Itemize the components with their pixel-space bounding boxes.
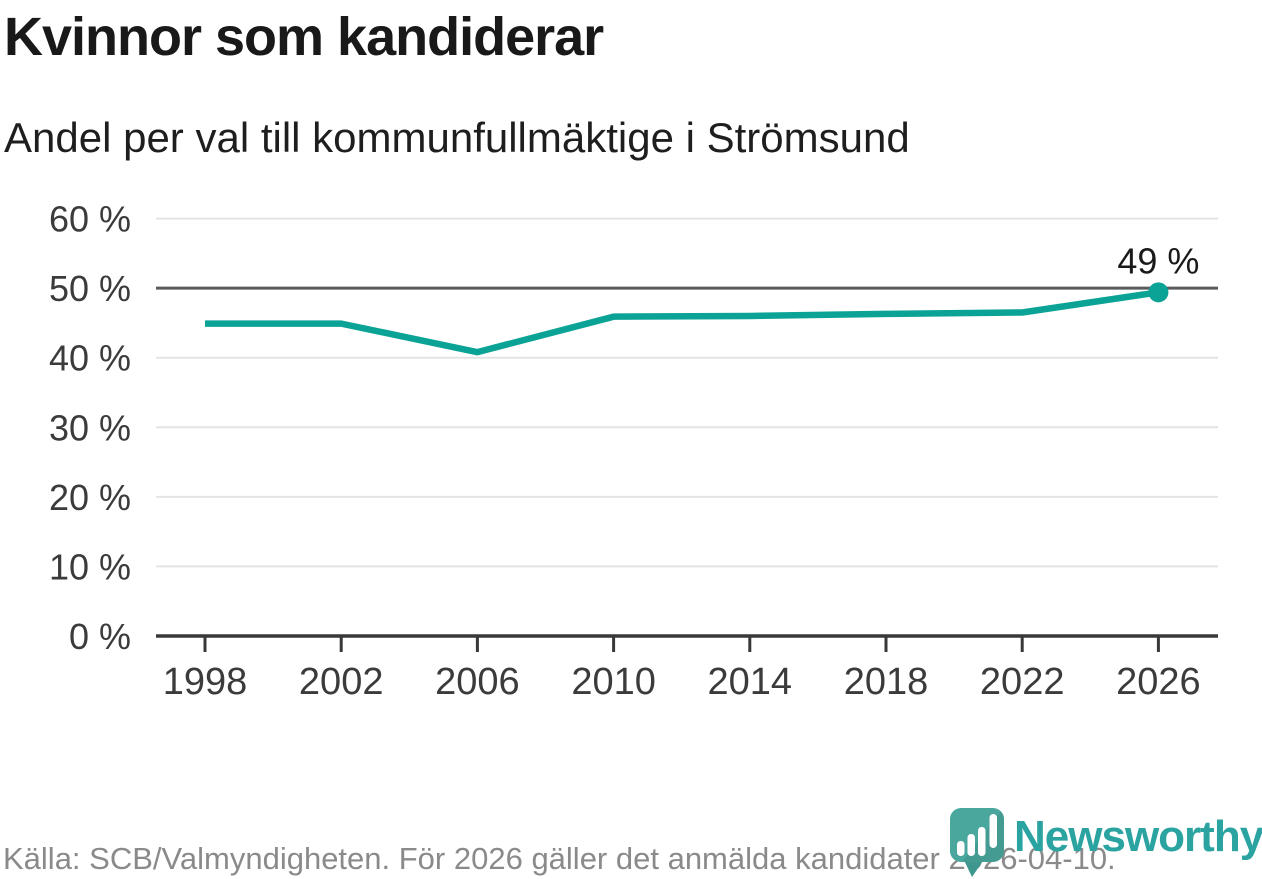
- y-axis-tick-label: 20 %: [49, 477, 131, 518]
- newsworthy-speech-bubble-barchart-icon: [950, 808, 1004, 877]
- x-axis-tick-label: 2002: [299, 661, 384, 703]
- data-line: [205, 289, 1159, 356]
- x-axis-tick-label: 2018: [844, 661, 929, 703]
- end-point-marker: [1148, 282, 1169, 303]
- x-axis-tick-label: 2010: [571, 661, 656, 703]
- y-axis-tick-label: 60 %: [49, 199, 131, 240]
- newsworthy-logo: Newsworthy: [948, 806, 1262, 878]
- chart-title: Kvinnor som kandiderar: [4, 7, 604, 67]
- x-axis-tick-label: 2026: [1116, 661, 1201, 703]
- source-attribution: Källa: SCB/Valmyndigheten. För 2026 gäll…: [3, 841, 1116, 876]
- y-axis-tick-label: 50 %: [49, 268, 131, 309]
- x-axis-tick-label: 2006: [435, 661, 520, 703]
- line-chart: 0 % 10 % 20 % 30 % 40 % 50 % 60 % 49 % 1998 2002 2…: [49, 199, 1218, 703]
- x-axis-tick-label: 1998: [163, 661, 248, 703]
- y-axis-tick-label: 40 %: [49, 338, 131, 379]
- y-axis-tick-label: 10 %: [49, 546, 131, 587]
- x-axis-tick-label: 2014: [708, 661, 793, 703]
- chart-subtitle: Andel per val till kommunfullmäktige i S…: [4, 114, 910, 161]
- newsworthy-wordmark: Newsworthy: [1014, 812, 1262, 861]
- y-axis-tick-label: 30 %: [49, 407, 131, 448]
- y-axis-tick-label: 0 %: [69, 616, 131, 657]
- end-value-label: 49 %: [1117, 240, 1199, 281]
- x-axis-tick-label: 2022: [980, 661, 1065, 703]
